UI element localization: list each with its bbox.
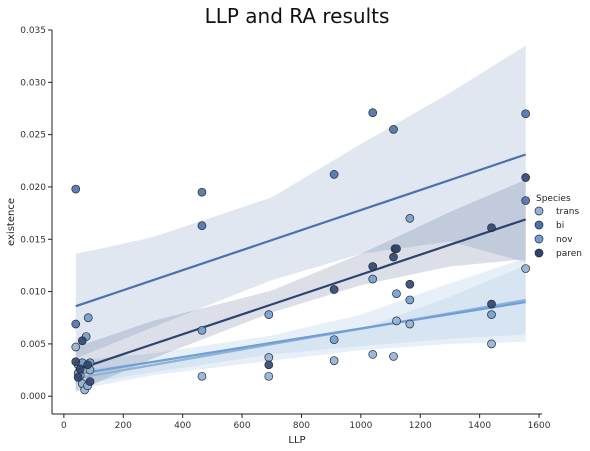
- data-point-paren: [329, 285, 339, 294]
- data-point-nov: [329, 335, 339, 345]
- data-point-bi: [329, 170, 339, 179]
- y-tick-label: 0.030: [20, 78, 46, 88]
- data-points: [71, 108, 531, 395]
- x-tick-label: 0: [61, 421, 67, 431]
- legend-label-bi: bi: [556, 221, 564, 231]
- data-point-paren: [521, 173, 531, 182]
- x-tick-label: 1000: [349, 421, 372, 431]
- legend-label-trans: trans: [556, 207, 579, 217]
- data-point-paren: [392, 244, 401, 254]
- data-point-trans: [264, 353, 274, 362]
- data-point-paren: [71, 357, 81, 367]
- chart-title: LLP and RA results: [205, 4, 390, 28]
- data-point-nov: [197, 325, 207, 335]
- data-point-trans: [264, 371, 274, 381]
- data-point-nov: [264, 310, 274, 319]
- x-tick-label: 200: [115, 421, 132, 431]
- data-point-trans: [368, 350, 378, 359]
- x-tick-label: 600: [233, 421, 250, 431]
- fit-line-paren: [75, 218, 527, 372]
- x-axis-label: LLP: [288, 435, 305, 446]
- confidence-band-bi: [75, 45, 526, 359]
- data-point-bi: [368, 108, 378, 118]
- y-axis-label: existence: [6, 198, 17, 246]
- y-axis-ticks: 0.000 0.005 0.010 0.015 0.020 0.025 0.030 0.035: [20, 26, 52, 402]
- data-point-bi: [197, 187, 207, 197]
- data-point-bi: [71, 184, 81, 194]
- legend: Species trans bi nov paren: [534, 194, 582, 259]
- data-point-trans: [329, 356, 339, 365]
- legend-marker-bi: [534, 220, 544, 230]
- data-point-nov: [405, 213, 415, 223]
- legend-marker-nov: [534, 234, 544, 244]
- data-point-nov: [487, 310, 496, 319]
- legend-label-paren: paren: [556, 249, 582, 259]
- data-point-bi: [389, 125, 398, 134]
- y-tick-label: 0.010: [20, 288, 46, 298]
- data-point-bi: [71, 319, 81, 329]
- legend-title: Species: [536, 194, 571, 204]
- x-axis-ticks: 0 200 400 600 800 1000 1200 1400 1600: [61, 414, 551, 431]
- data-point-paren: [487, 223, 496, 233]
- data-point-trans: [392, 316, 401, 326]
- data-point-trans: [197, 371, 207, 381]
- y-tick-label: 0.015: [20, 235, 46, 245]
- data-point-paren: [368, 262, 378, 271]
- data-point-trans: [389, 352, 398, 361]
- data-point-bi: [521, 109, 531, 119]
- data-point-paren: [73, 373, 83, 382]
- data-point-nov: [368, 274, 378, 284]
- data-point-trans: [521, 264, 531, 273]
- data-point-paren: [405, 279, 415, 289]
- x-tick-label: 1400: [468, 421, 491, 431]
- x-tick-label: 400: [174, 421, 191, 431]
- data-point-trans: [405, 319, 415, 329]
- data-point-bi: [197, 221, 207, 231]
- confidence-band-trans: [75, 265, 526, 385]
- data-point-paren: [75, 364, 85, 374]
- data-point-nov: [405, 295, 415, 305]
- data-point-trans: [487, 339, 496, 349]
- data-point-paren: [487, 299, 496, 309]
- data-point-nov: [392, 289, 401, 299]
- fit-line-bi: [75, 153, 527, 308]
- data-point-trans: [71, 342, 81, 352]
- legend-marker-paren: [534, 248, 544, 258]
- y-tick-label: 0.020: [20, 183, 46, 193]
- data-point-paren: [264, 360, 274, 370]
- x-tick-label: 1200: [409, 421, 432, 431]
- x-tick-label: 800: [293, 421, 310, 431]
- y-tick-label: 0.025: [20, 131, 46, 141]
- fit-line-nov: [75, 300, 526, 376]
- regression-lines: [75, 153, 527, 380]
- y-tick-label: 0.035: [20, 26, 46, 36]
- y-tick-label: 0.000: [20, 392, 46, 402]
- data-point-nov: [83, 313, 93, 323]
- confidence-band-paren: [75, 179, 526, 393]
- data-point-paren: [85, 377, 95, 386]
- data-point-bi: [521, 196, 531, 205]
- legend-label-nov: nov: [556, 235, 573, 245]
- y-tick-label: 0.005: [20, 340, 46, 350]
- data-point-paren: [83, 360, 92, 370]
- data-point-paren: [77, 336, 87, 346]
- x-tick-label: 1600: [528, 421, 551, 431]
- data-point-paren: [389, 252, 398, 262]
- legend-marker-trans: [534, 206, 544, 216]
